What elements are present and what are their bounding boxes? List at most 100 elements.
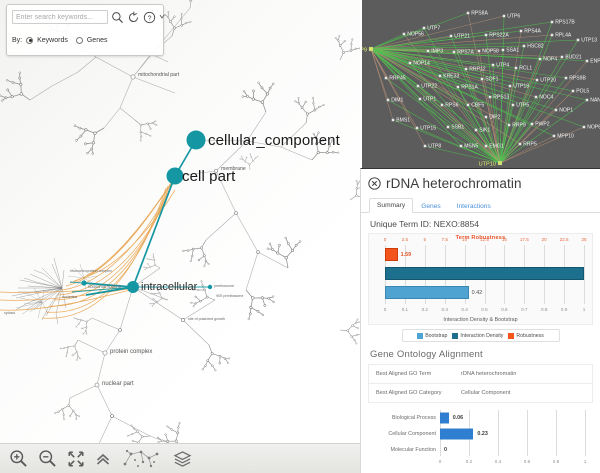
tab-summary[interactable]: Summary bbox=[369, 198, 414, 213]
gene-node[interactable] bbox=[502, 14, 506, 18]
graph-node-cellular-component[interactable] bbox=[186, 130, 206, 150]
radio-keywords[interactable] bbox=[26, 37, 34, 44]
gene-node[interactable] bbox=[534, 95, 538, 99]
gene-node-label: UTP8 bbox=[428, 144, 441, 150]
term-robustness-x-label: Interaction Density & Bootstrap bbox=[443, 317, 518, 323]
gene-node[interactable] bbox=[550, 33, 554, 37]
gene-node[interactable] bbox=[384, 76, 388, 80]
gene-node[interactable] bbox=[507, 123, 511, 127]
gene-node[interactable] bbox=[466, 11, 470, 15]
gene-node[interactable] bbox=[519, 29, 523, 33]
zoom-in-icon[interactable] bbox=[9, 449, 28, 468]
gene-node[interactable] bbox=[501, 48, 505, 52]
graph-node-intracellular[interactable] bbox=[127, 281, 139, 293]
gene-node[interactable] bbox=[491, 63, 495, 67]
network-thumbnail-icon[interactable] bbox=[121, 448, 163, 470]
fit-screen-icon[interactable] bbox=[67, 450, 85, 468]
gene-node[interactable] bbox=[484, 33, 488, 37]
search-panel[interactable]: NeXO ? bbox=[6, 0, 165, 56]
gene-node[interactable] bbox=[466, 103, 470, 107]
axis-tick-top: 10 bbox=[462, 237, 468, 242]
gene-node[interactable] bbox=[452, 50, 456, 54]
gene-node[interactable] bbox=[488, 95, 492, 99]
gene-node[interactable] bbox=[459, 144, 463, 148]
gene-node[interactable] bbox=[368, 46, 374, 52]
gene-node[interactable] bbox=[456, 85, 460, 89]
gene-node[interactable] bbox=[582, 125, 586, 129]
gene-node[interactable] bbox=[480, 77, 484, 81]
gene-node[interactable] bbox=[535, 78, 539, 82]
tab-interactions[interactable]: Interactions bbox=[456, 203, 491, 210]
gene-node[interactable] bbox=[554, 108, 558, 112]
axis-tick-top: 0 bbox=[383, 237, 387, 242]
gene-node[interactable] bbox=[576, 38, 580, 42]
refresh-icon[interactable] bbox=[127, 11, 140, 24]
graph-node-cell-part[interactable] bbox=[166, 167, 184, 185]
go-bar-value: 0 bbox=[444, 447, 447, 453]
node-label-site-of-polarized-growth: site of polarized growth bbox=[188, 317, 225, 321]
search-icon[interactable] bbox=[111, 11, 124, 24]
gene-node[interactable] bbox=[552, 134, 556, 138]
gene-node[interactable] bbox=[522, 44, 526, 48]
tab-genes[interactable]: Genes bbox=[421, 203, 441, 210]
layers-icon[interactable] bbox=[173, 450, 192, 467]
gene-node[interactable] bbox=[449, 34, 453, 38]
gene-node[interactable] bbox=[402, 32, 406, 36]
gene-node[interactable] bbox=[416, 84, 420, 88]
gene-node[interactable] bbox=[415, 126, 419, 130]
gene-node[interactable] bbox=[474, 128, 478, 132]
gene-node[interactable] bbox=[408, 61, 412, 65]
gene-node[interactable] bbox=[550, 20, 554, 24]
zoom-out-icon[interactable] bbox=[38, 449, 57, 468]
gene-node-label: RPS4A bbox=[524, 29, 541, 35]
close-circle-icon[interactable] bbox=[368, 177, 381, 190]
gene-node[interactable] bbox=[514, 66, 518, 70]
gene-node[interactable] bbox=[446, 125, 450, 129]
help-icon[interactable]: ? bbox=[143, 11, 156, 24]
gene-node[interactable] bbox=[571, 89, 575, 93]
gene-node[interactable] bbox=[564, 76, 568, 80]
gene-node[interactable] bbox=[440, 103, 444, 107]
search-input[interactable] bbox=[12, 10, 108, 24]
gene-node[interactable] bbox=[538, 57, 542, 61]
gene-network-canvas[interactable]: UTP7 RPS8A UTP6 RPS17B NOP56 UTP21 RPS22A RPS4A… bbox=[362, 0, 600, 168]
gene-node[interactable] bbox=[585, 59, 589, 63]
gene-node[interactable] bbox=[464, 67, 468, 71]
collapse-up-icon[interactable] bbox=[95, 451, 111, 467]
node-label-mitochondrial-part: mitochondrial part bbox=[138, 72, 180, 78]
axis-tick-bottom: 0.3 bbox=[441, 307, 448, 312]
gene-node[interactable] bbox=[497, 160, 503, 166]
gene-node-label: RPL4A bbox=[555, 33, 572, 39]
gene-node[interactable] bbox=[508, 84, 512, 88]
axis-tick-bottom: 0.9 bbox=[560, 307, 568, 312]
chevron-down-icon[interactable] bbox=[159, 12, 165, 22]
gene-node[interactable] bbox=[484, 144, 488, 148]
gene-node-label: MSN5 bbox=[464, 144, 478, 150]
gene-node[interactable] bbox=[518, 142, 522, 146]
gene-node[interactable] bbox=[423, 144, 427, 148]
gene-node[interactable] bbox=[560, 55, 564, 59]
gene-node[interactable] bbox=[484, 115, 488, 119]
radio-genes[interactable] bbox=[75, 37, 83, 44]
gene-node[interactable] bbox=[386, 98, 390, 102]
app-title: NeXO bbox=[11, 0, 46, 3]
hierarchy-graph-canvas[interactable] bbox=[0, 0, 360, 473]
gene-node[interactable] bbox=[426, 49, 430, 53]
gene-node-label: UTP21 bbox=[454, 34, 470, 40]
gene-node[interactable] bbox=[530, 122, 534, 126]
gene-node-label: NAN1 bbox=[590, 98, 600, 104]
gene-node[interactable] bbox=[438, 74, 442, 78]
go-alignment-table: Best Aligned GO Term rDNA heterochromati… bbox=[368, 364, 593, 403]
gene-node[interactable] bbox=[585, 98, 589, 102]
gene-node[interactable] bbox=[418, 97, 422, 101]
gene-node[interactable] bbox=[477, 49, 481, 53]
gene-node[interactable] bbox=[391, 118, 395, 122]
gene-interaction-network-panel[interactable]: UTP7 RPS8A UTP6 RPS17B NOP56 UTP21 RPS22A RPS4A… bbox=[362, 0, 600, 168]
hierarchy-graph-panel[interactable]: NeXO ? bbox=[0, 0, 360, 473]
graph-node-preribosome[interactable] bbox=[207, 284, 213, 290]
gene-node[interactable] bbox=[422, 26, 426, 30]
gene-node-label: UTP20 bbox=[540, 78, 556, 84]
graph-node-ribosomal-subunit[interactable] bbox=[81, 280, 87, 286]
gene-node[interactable] bbox=[511, 103, 515, 107]
